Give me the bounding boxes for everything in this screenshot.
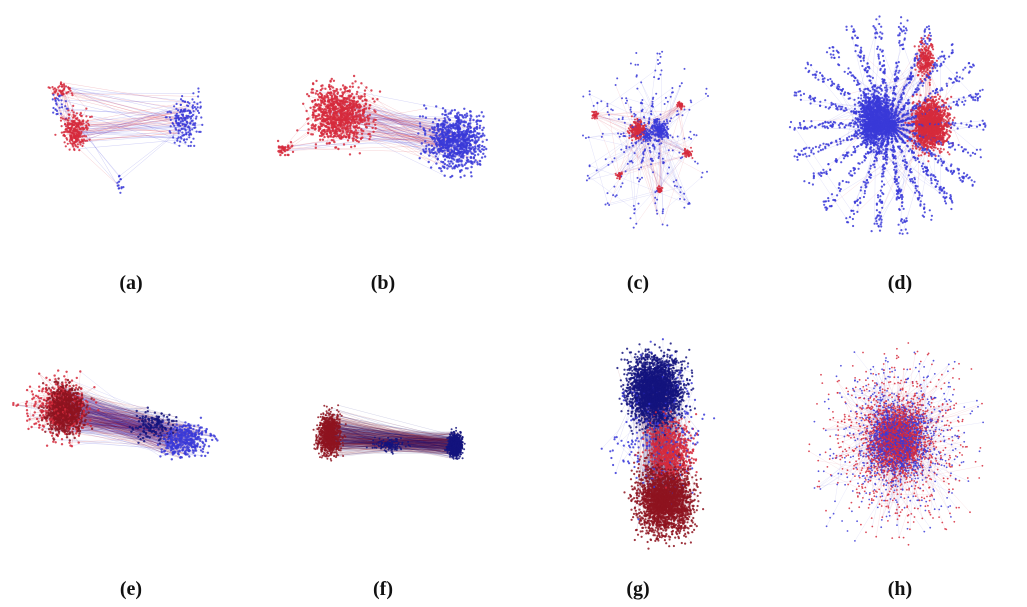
- panel-h-graph: [808, 342, 984, 546]
- caption-c: (c): [627, 272, 649, 295]
- caption-h: (h): [888, 578, 912, 601]
- panel-f-graph: [312, 404, 466, 462]
- panel-e-network: [5, 315, 250, 565]
- panel-a-nodes: [47, 81, 204, 194]
- panel-f-network: [290, 365, 480, 525]
- panel-b-nodes: [276, 74, 488, 179]
- caption-f: (f): [373, 578, 393, 601]
- panel-e-graph: [12, 369, 219, 461]
- caption-e: (e): [120, 578, 142, 601]
- panel-a-graph: [47, 81, 204, 194]
- caption-a: (a): [119, 272, 142, 295]
- panel-c-nodes: [582, 50, 709, 229]
- panel-d-network: [788, 15, 1015, 250]
- caption-b: (b): [371, 272, 395, 295]
- panel-a-edges: [49, 82, 203, 189]
- panel-g-network: [580, 310, 745, 570]
- panel-b-graph: [276, 74, 488, 179]
- caption-g: (g): [626, 578, 649, 601]
- panel-d-graph: [788, 15, 987, 235]
- panel-f-nodes: [312, 404, 466, 462]
- panel-a-network: [20, 35, 245, 230]
- panel-h-network: [785, 310, 1015, 565]
- panel-d-nodes: [788, 15, 987, 235]
- panel-g-nodes: [600, 338, 716, 550]
- panel-b-network: [255, 20, 510, 230]
- panel-h-nodes: [808, 342, 984, 546]
- panel-e-nodes: [12, 369, 219, 461]
- panel-c-network: [565, 35, 730, 240]
- panel-c-graph: [582, 50, 709, 229]
- caption-d: (d): [888, 272, 912, 295]
- panel-g-graph: [600, 338, 716, 550]
